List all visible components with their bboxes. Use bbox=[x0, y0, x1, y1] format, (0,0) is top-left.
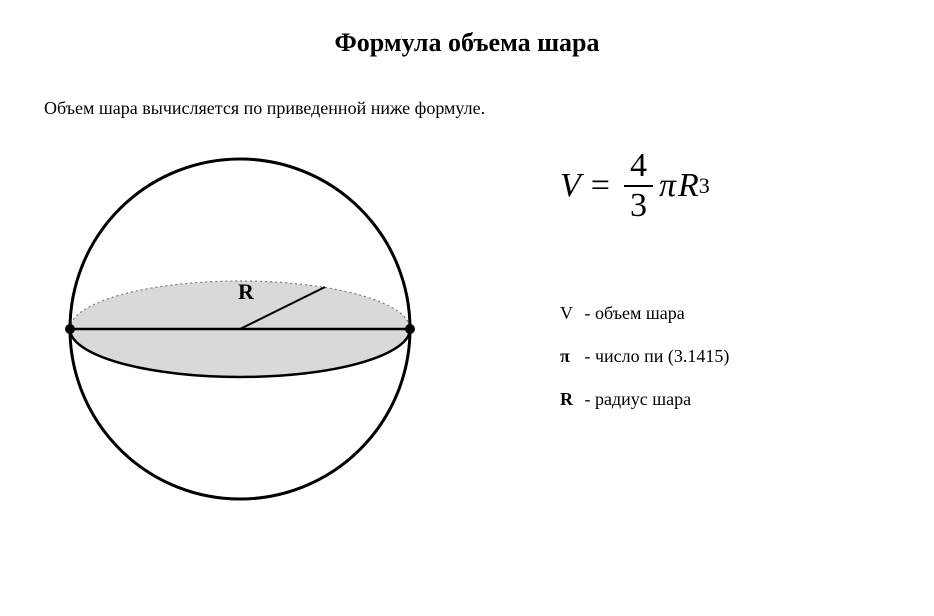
legend: V - объем шара π - число пи (3.1415) R -… bbox=[560, 303, 894, 410]
legend-row: π - число пи (3.1415) bbox=[560, 346, 894, 367]
legend-row: R - радиус шара bbox=[560, 389, 894, 410]
content-row: R V = 4 3 π R3 V - объем шара π - число … bbox=[40, 139, 894, 519]
formula-variable: R bbox=[678, 167, 699, 205]
legend-dash: - bbox=[585, 303, 596, 323]
sphere-diagram: R bbox=[40, 139, 480, 519]
page-title: Формула объема шара bbox=[40, 28, 894, 58]
sphere-svg bbox=[40, 139, 440, 519]
formula-pi: π bbox=[659, 167, 676, 205]
legend-dash: - bbox=[585, 389, 596, 409]
volume-formula: V = 4 3 π R3 bbox=[560, 149, 894, 223]
legend-desc: число пи (3.1415) bbox=[595, 346, 729, 366]
formula-lhs: V bbox=[560, 167, 581, 205]
legend-symbol: V bbox=[560, 303, 580, 324]
radius-label: R bbox=[238, 279, 254, 305]
diameter-endpoint-left bbox=[65, 324, 75, 334]
formula-fraction: 4 3 bbox=[624, 149, 653, 223]
formula-and-legend: V = 4 3 π R3 V - объем шара π - число пи… bbox=[480, 139, 894, 432]
legend-desc: радиус шара bbox=[595, 389, 691, 409]
formula-equals: = bbox=[591, 167, 610, 205]
legend-desc: объем шара bbox=[595, 303, 685, 323]
diameter-endpoint-right bbox=[405, 324, 415, 334]
fraction-denominator: 3 bbox=[624, 187, 653, 223]
legend-symbol: π bbox=[560, 346, 580, 367]
formula-exponent: 3 bbox=[699, 173, 710, 199]
legend-symbol: R bbox=[560, 389, 580, 410]
fraction-numerator: 4 bbox=[624, 149, 653, 187]
legend-row: V - объем шара bbox=[560, 303, 894, 324]
legend-dash: - bbox=[585, 346, 596, 366]
subtitle-text: Объем шара вычисляется по приведенной ни… bbox=[44, 98, 894, 119]
